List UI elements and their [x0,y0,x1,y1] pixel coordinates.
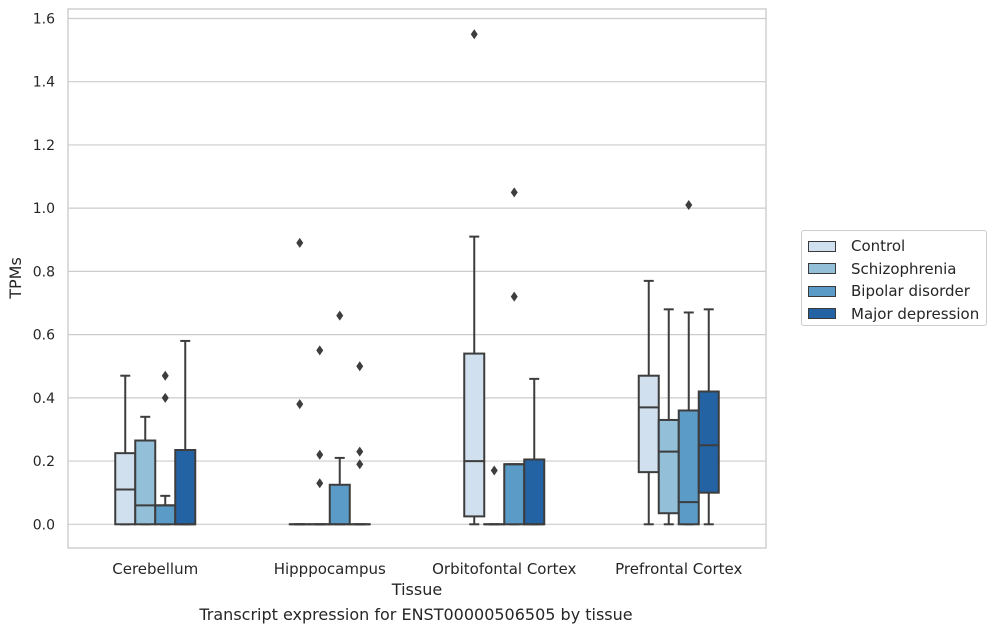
axes: 0.0 0.2 0.4 0.6 0.8 1.0 1.2 1.4 1.6 Cerebellum Hip… [33,8,767,578]
plot-frame [67,8,767,549]
box-iqr [657,418,680,515]
box-major-depression [523,377,546,526]
y-tick-label: 0.0 [33,517,55,533]
x-axis-label: Tissue [391,580,442,599]
y-tick-label: 0.6 [33,328,55,344]
legend-label: Major depression [851,304,980,323]
legend-swatch [808,263,836,275]
y-tick-label: 0.2 [33,454,55,470]
x-tick-label: Orbitofontal Cortex [432,560,576,578]
legend: Control Schizophrenia Bipolar disorder Majo… [801,230,987,326]
outlier-point [296,399,304,410]
box-iqr [523,458,546,526]
outlier-point [685,200,693,210]
legend-swatch [808,240,836,252]
y-tick-label: 0.4 [33,391,55,407]
legend-swatch [808,308,836,320]
legend-label: Control [851,237,906,256]
x-tick-label: Prefrontal Cortex [615,560,742,578]
box-schizophrenia [483,465,506,526]
box-major-depression [348,361,371,526]
box-schizophrenia [657,308,680,526]
outlier-point [356,459,364,470]
outlier-point [296,237,304,248]
box-bipolar-disorder [503,187,526,526]
outlier-point [490,465,498,476]
legend-item: Schizophrenia [808,258,986,281]
box-iqr [677,409,700,526]
box-control [288,237,311,526]
box-schizophrenia [308,345,331,526]
box-control [114,374,137,526]
outlier-point [356,446,364,457]
outlier-point [316,478,324,489]
boxplot-marks [114,29,720,526]
y-tick-label: 1.4 [33,75,55,91]
x-tick-label: Hipppocampus [274,560,386,578]
box-schizophrenia [134,415,157,526]
outlier-point [510,291,518,302]
box-iqr [328,483,351,526]
box-bipolar-disorder [154,370,177,526]
legend-label: Schizophrenia [851,259,957,278]
outlier-point [470,29,478,40]
box-major-depression [697,308,720,526]
x-tick-label: Cerebellum [112,560,198,578]
y-tick-label: 1.0 [33,201,55,217]
legend-item: Control [808,235,986,258]
box-iqr [174,449,197,526]
legend-item: Major depression [808,303,986,326]
legend-swatch [808,285,836,297]
box-major-depression [174,339,197,526]
box-iqr [463,352,486,518]
legend-label: Bipolar disorder [851,282,970,301]
box-iqr [697,390,720,494]
box-bipolar-disorder [328,310,351,526]
outlier-point [161,370,169,381]
outlier-point [316,449,324,460]
outlier-point [161,392,169,403]
box-iqr [637,374,660,474]
y-tick-label: 1.2 [33,138,55,154]
y-tick-label: 1.6 [33,11,55,27]
y-axis-label: TPMs [6,257,25,300]
box-iqr [503,463,526,526]
outlier-point [316,345,324,356]
box-iqr [154,504,177,526]
box-control [463,29,486,526]
box-iqr [134,439,157,526]
figure-caption: Transcript expression for ENST0000050650… [199,605,633,624]
outlier-point [336,310,344,321]
box-bipolar-disorder [677,200,700,526]
y-tick-label: 0.8 [33,264,55,280]
outlier-point [510,187,518,198]
outlier-point [356,361,364,372]
box-control [637,279,660,526]
legend-item: Bipolar disorder [808,280,986,303]
